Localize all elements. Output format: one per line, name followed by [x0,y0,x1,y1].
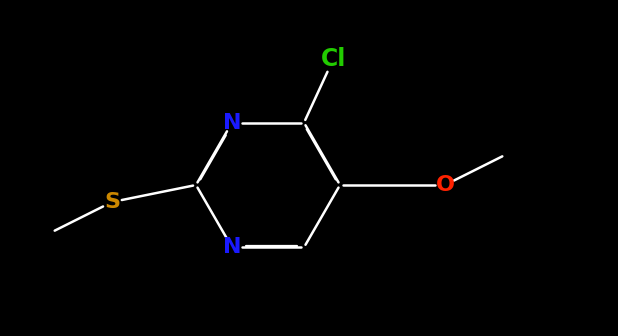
Text: S: S [104,192,120,212]
Text: N: N [222,237,241,257]
Text: Cl: Cl [321,47,346,71]
Text: O: O [436,175,454,195]
Text: N: N [222,113,241,133]
